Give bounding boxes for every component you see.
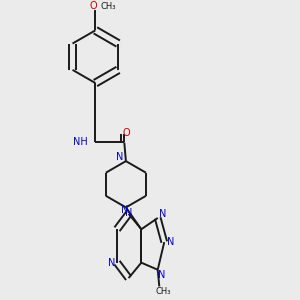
Text: N: N xyxy=(159,209,167,219)
Text: N: N xyxy=(158,270,165,280)
Text: NH: NH xyxy=(73,137,87,148)
Text: N: N xyxy=(125,208,133,218)
Text: O: O xyxy=(122,128,130,138)
Text: CH₃: CH₃ xyxy=(155,287,171,296)
Text: N: N xyxy=(167,237,174,247)
Text: CH₃: CH₃ xyxy=(100,2,116,11)
Text: N: N xyxy=(116,152,123,162)
Text: N: N xyxy=(108,258,115,268)
Text: N: N xyxy=(121,205,128,215)
Text: O: O xyxy=(90,1,98,11)
